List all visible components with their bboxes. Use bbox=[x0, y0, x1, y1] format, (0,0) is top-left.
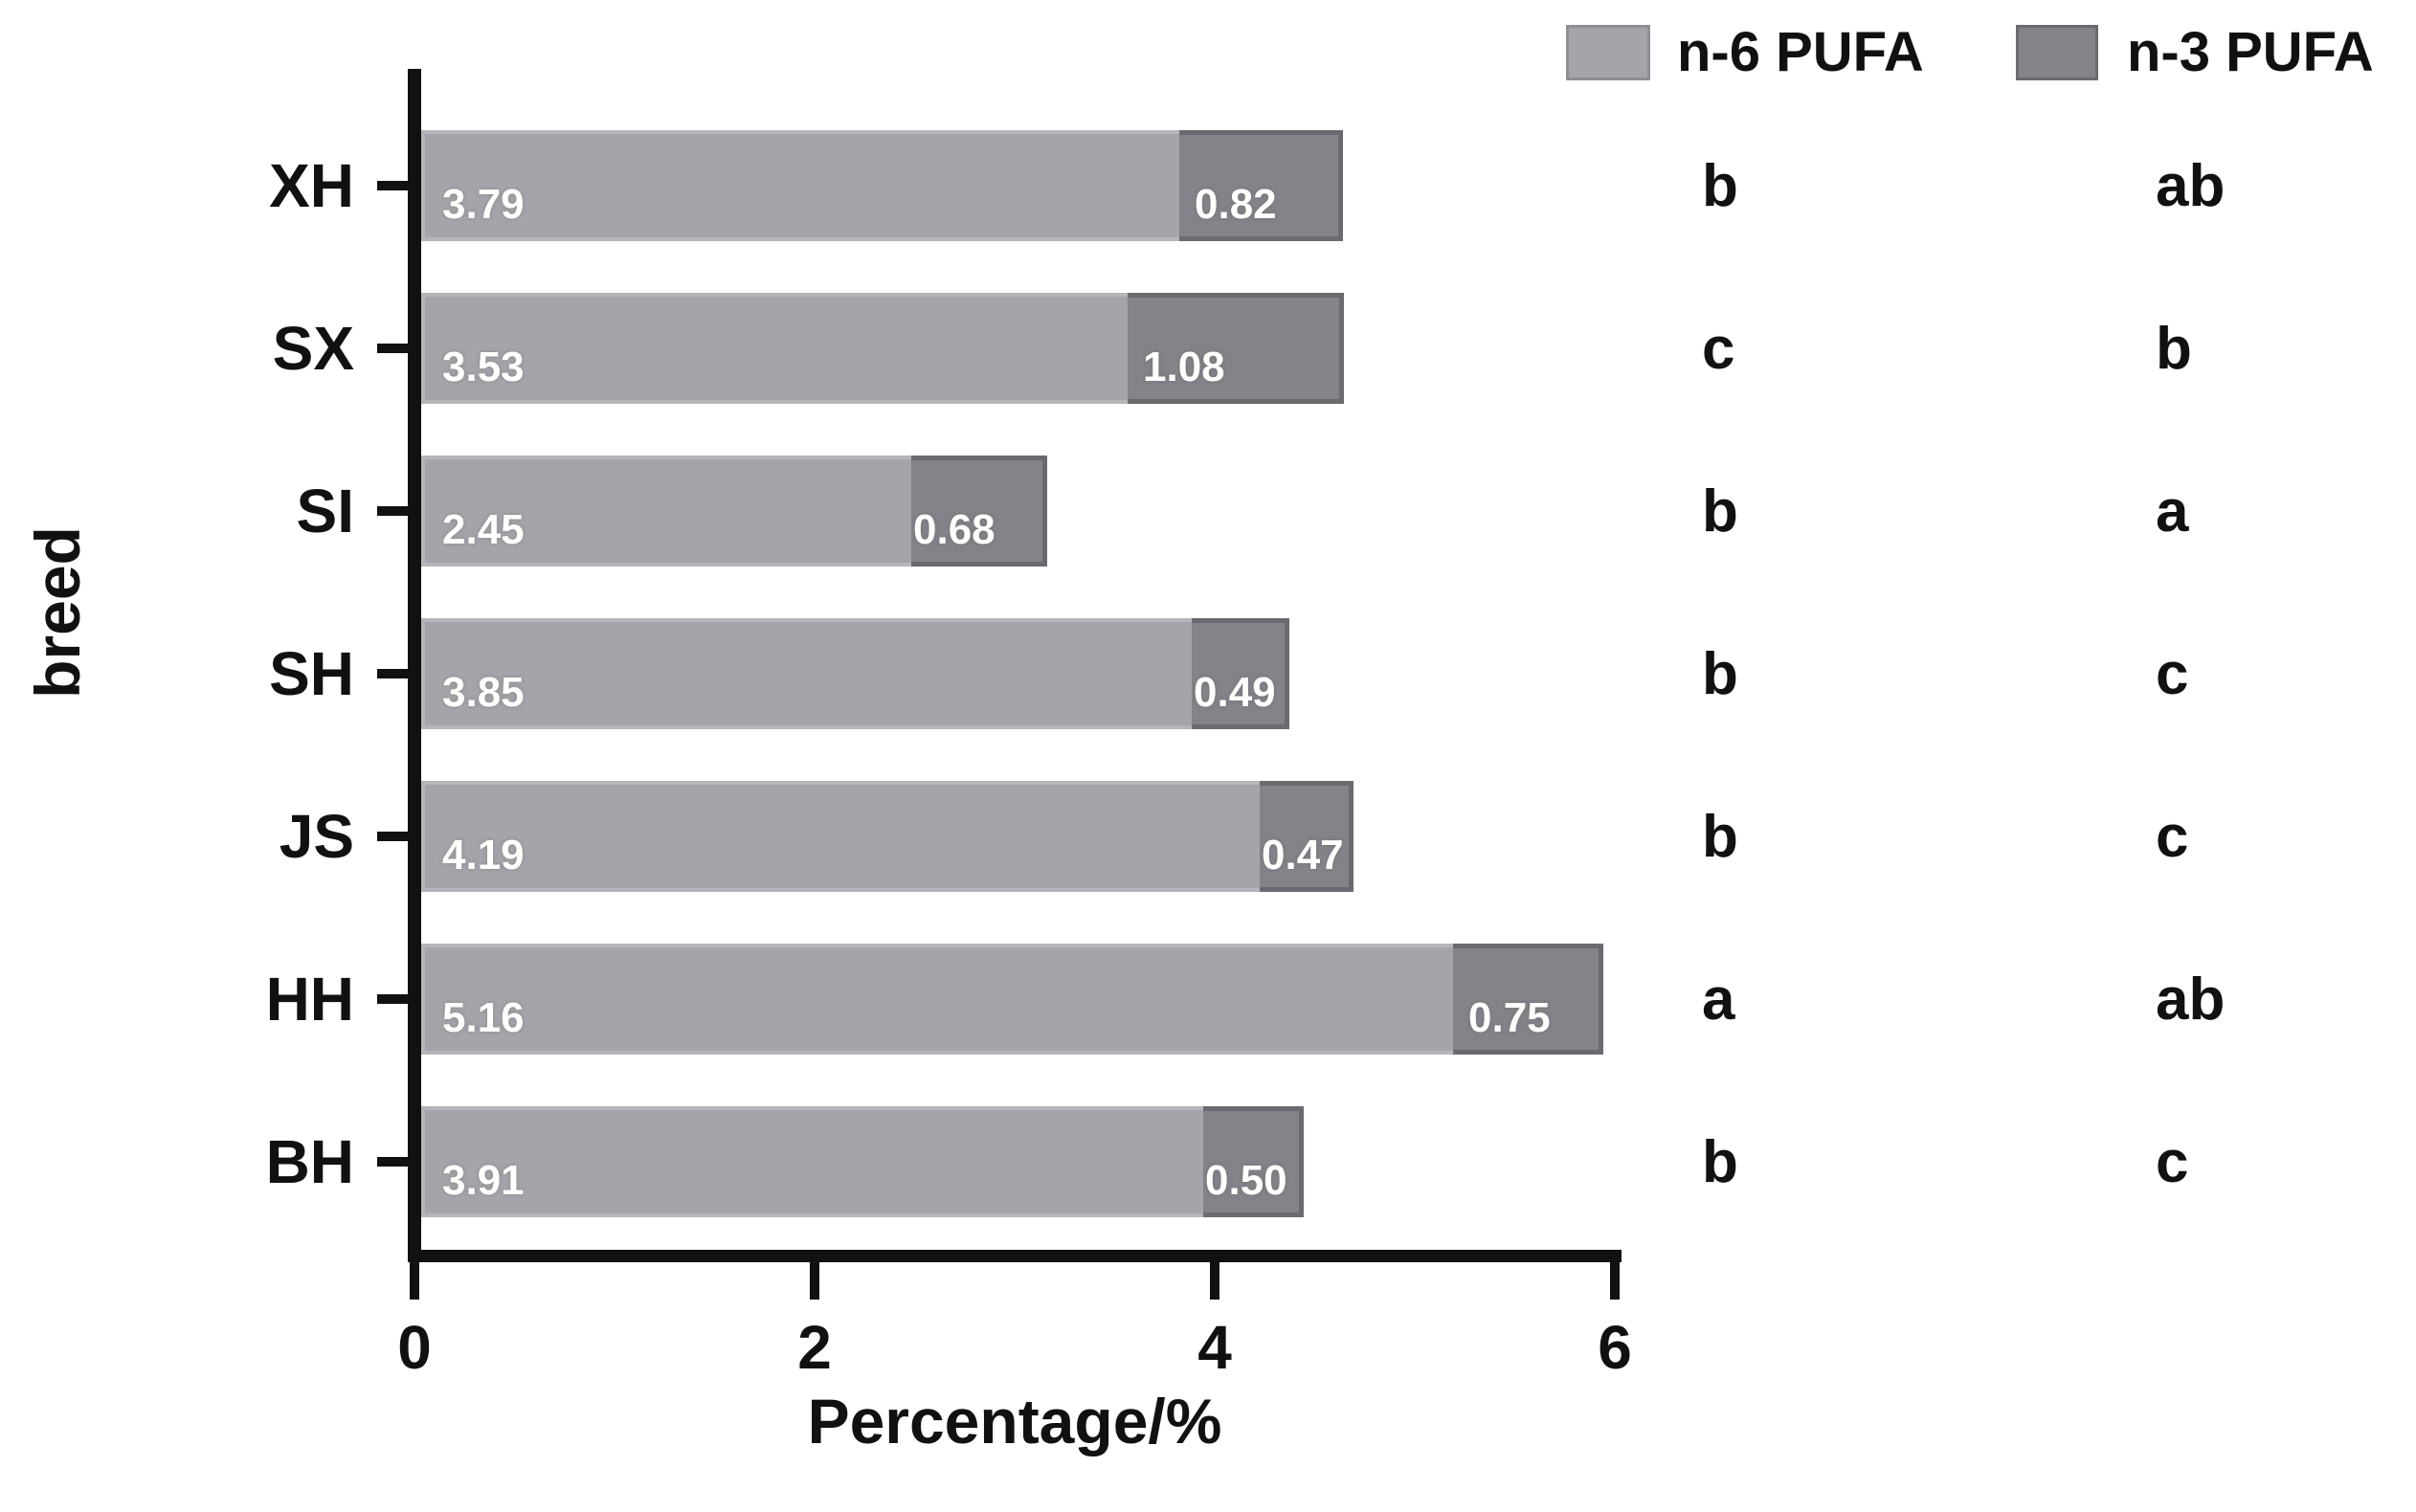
sig-letter-n6-JS: b bbox=[1702, 804, 1738, 870]
x-tick-mark-6 bbox=[1610, 1250, 1620, 1300]
x-tick-label-6: 6 bbox=[1598, 1313, 1632, 1382]
x-tick-mark-2 bbox=[810, 1250, 819, 1300]
bar-value-n6-HH: 5.16 bbox=[442, 994, 525, 1041]
y-tick-label-XH: XH bbox=[269, 151, 354, 220]
y-axis-title: breed bbox=[22, 526, 93, 699]
bar-value-n3-SX: 1.08 bbox=[1143, 344, 1225, 390]
bar-row-JS: 4.19 0.47 bbox=[421, 781, 1353, 892]
bar-segment-n6-SX bbox=[421, 293, 1128, 404]
sig-letter-n3-SX: b bbox=[2156, 316, 2192, 382]
sig-letter-n6-SI: b bbox=[1702, 478, 1738, 545]
x-tick-mark-0 bbox=[410, 1250, 419, 1300]
y-tick-mark-JS bbox=[377, 832, 408, 841]
sig-letter-n3-HH: ab bbox=[2156, 967, 2226, 1033]
legend-label-n3-pufa: n-3 PUFA bbox=[2127, 21, 2374, 83]
bar-row-XH: 3.79 0.82 bbox=[421, 130, 1343, 241]
bar-value-n6-JS: 4.19 bbox=[442, 832, 525, 878]
y-tick-label-BH: BH bbox=[265, 1127, 354, 1196]
bar-segment-n3-SI bbox=[911, 456, 1047, 567]
x-tick-label-4: 4 bbox=[1197, 1313, 1232, 1382]
y-tick-mark-SH bbox=[377, 669, 408, 678]
bar-value-n3-JS: 0.47 bbox=[1262, 832, 1344, 878]
y-tick-mark-BH bbox=[377, 1157, 408, 1167]
bar-value-n6-SX: 3.53 bbox=[442, 344, 525, 390]
bar-row-SX: 3.53 1.08 bbox=[421, 293, 1344, 404]
y-tick-mark-HH bbox=[377, 994, 408, 1004]
bar-value-n6-SH: 3.85 bbox=[442, 669, 525, 716]
y-tick-label-HH: HH bbox=[265, 965, 354, 1034]
y-tick-mark-XH bbox=[377, 181, 408, 190]
legend-swatch-n6-pufa bbox=[1566, 25, 1650, 80]
y-tick-label-SX: SX bbox=[272, 314, 354, 383]
bar-segment-n6-SI bbox=[421, 456, 911, 567]
y-axis-line bbox=[408, 69, 421, 1262]
bar-row-BH: 3.91 0.50 bbox=[421, 1106, 1304, 1217]
bar-segment-n6-HH bbox=[421, 944, 1453, 1055]
x-axis-line bbox=[408, 1250, 1622, 1262]
y-tick-mark-SX bbox=[377, 344, 408, 353]
bar-value-n6-BH: 3.91 bbox=[442, 1157, 525, 1204]
bar-segment-n6-XH bbox=[421, 130, 1179, 241]
legend-label-n6-pufa: n-6 PUFA bbox=[1677, 21, 1924, 83]
sig-letter-n3-SH: c bbox=[2156, 641, 2189, 707]
x-tick-mark-4 bbox=[1210, 1250, 1219, 1300]
bar-value-n6-XH: 3.79 bbox=[442, 181, 525, 228]
x-axis-title: Percentage/% bbox=[807, 1386, 1222, 1456]
bar-segment-n3-JS bbox=[1260, 781, 1353, 892]
y-tick-label-SH: SH bbox=[269, 639, 354, 708]
bar-segment-n3-SX bbox=[1128, 293, 1344, 404]
sig-letter-n6-SX: c bbox=[1702, 316, 1735, 382]
sig-letter-n3-SI: a bbox=[2156, 478, 2189, 545]
sig-letter-n6-XH: b bbox=[1702, 153, 1738, 219]
sig-letter-n6-SH: b bbox=[1702, 641, 1738, 707]
bar-segment-n3-SH bbox=[1192, 618, 1289, 729]
bar-segment-n3-HH bbox=[1453, 944, 1603, 1055]
bar-segment-n3-XH bbox=[1179, 130, 1343, 241]
sig-letter-n3-JS: c bbox=[2156, 804, 2189, 870]
x-tick-label-0: 0 bbox=[397, 1313, 432, 1382]
bar-segment-n6-SH bbox=[421, 618, 1192, 729]
bar-segment-n6-BH bbox=[421, 1106, 1203, 1217]
y-tick-label-SI: SI bbox=[296, 477, 354, 545]
x-tick-label-2: 2 bbox=[797, 1313, 832, 1382]
y-tick-label-JS: JS bbox=[279, 802, 354, 871]
sig-letter-n6-HH: a bbox=[1702, 967, 1735, 1033]
sig-letter-n3-XH: ab bbox=[2156, 153, 2226, 219]
bar-segment-n6-JS bbox=[421, 781, 1260, 892]
bar-value-n3-XH: 0.82 bbox=[1195, 181, 1277, 228]
bar-value-n3-HH: 0.75 bbox=[1468, 994, 1551, 1041]
bar-row-HH: 5.16 0.75 bbox=[421, 944, 1603, 1055]
y-tick-mark-SI bbox=[377, 506, 408, 516]
bar-value-n6-SI: 2.45 bbox=[442, 506, 525, 553]
bar-value-n3-SI: 0.68 bbox=[913, 506, 995, 553]
bar-value-n3-SH: 0.49 bbox=[1194, 669, 1276, 716]
bar-row-SH: 3.85 0.49 bbox=[421, 618, 1289, 729]
sig-letter-n6-BH: b bbox=[1702, 1129, 1738, 1195]
bar-row-SI: 2.45 0.68 bbox=[421, 456, 1047, 567]
legend-swatch-n3-pufa bbox=[2016, 25, 2098, 80]
bar-value-n3-BH: 0.50 bbox=[1205, 1157, 1287, 1204]
bar-segment-n3-BH bbox=[1203, 1106, 1304, 1217]
sig-letter-n3-BH: c bbox=[2156, 1129, 2189, 1195]
